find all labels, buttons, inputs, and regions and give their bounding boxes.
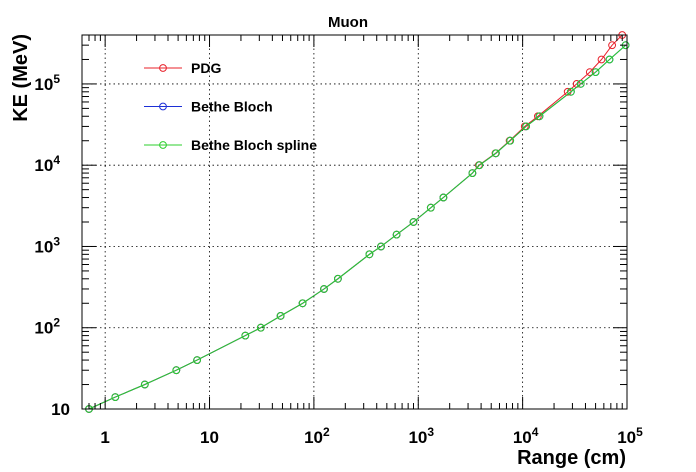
y-tick-label: 103 [34,234,60,256]
data-point [193,356,202,365]
y-tick-label: 105 [34,72,60,94]
legend-swatch-marker [159,64,167,72]
x-tick-label: 105 [617,425,643,447]
legend-label: Bethe Bloch spline [191,137,317,153]
legend-item: Bethe Bloch spline [144,137,317,153]
data-point [320,285,328,293]
x-tick-label: 10 [200,428,219,447]
data-point [591,68,600,76]
data-point [111,393,120,402]
data-point [334,274,342,283]
data-point [567,87,575,96]
data-point [241,331,250,340]
data-point [608,41,616,50]
data-point [605,55,614,64]
legend-label: Bethe Bloch [191,99,273,115]
data-point [506,136,515,145]
data-point [597,55,606,64]
y-tick-label: 102 [34,316,60,338]
data-point [426,203,435,212]
y-axis-label: KE (MeV) [10,34,32,122]
x-tick-label: 102 [304,425,330,447]
data-point [276,312,285,320]
x-axis-label: Range (cm) [517,447,626,469]
chart-title: Muon [328,14,368,31]
data-point [468,169,477,178]
data-point [576,80,585,88]
series-3 [85,41,630,413]
data-point [365,250,374,259]
data-point [256,323,265,332]
data-point [475,161,484,170]
legend-item: Bethe Bloch [144,99,273,115]
data-point [298,299,307,308]
legend-swatch-marker [159,141,167,149]
data-point [172,366,181,375]
x-tick-label: 103 [408,425,434,447]
data-point [439,193,448,202]
data-point [522,122,530,131]
series-layer [85,31,630,413]
series-line [88,44,626,410]
x-tick-label: 104 [513,425,539,447]
legend-item: PDG [144,60,221,76]
y-tick-label: 10 [51,400,70,419]
data-point [585,68,594,76]
data-point [377,242,385,251]
x-tick-label: 1 [100,428,109,447]
data-point [535,112,544,121]
y-tick-label: 104 [34,153,60,175]
legend-label: PDG [191,60,221,76]
data-point [492,149,500,158]
axes: 1 10 102 103 104 105 10 102 103 104 105 [34,34,643,447]
legend: PDG Bethe Bloch Bethe Bloch spline [144,60,317,153]
data-point [409,218,418,226]
legend-swatch-marker [159,102,167,111]
data-point [392,230,401,239]
data-point [140,380,149,389]
